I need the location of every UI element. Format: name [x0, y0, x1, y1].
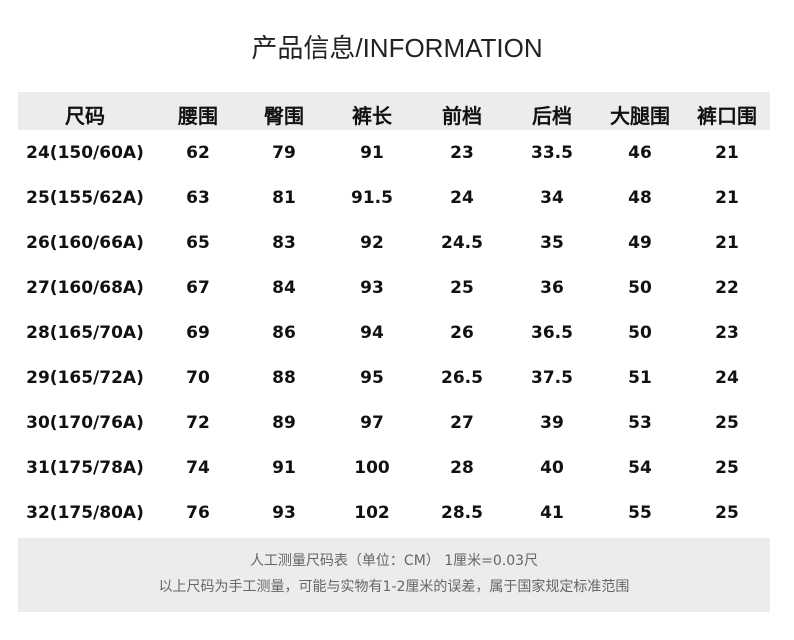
table-cell: 25(155/62A) [26, 188, 144, 208]
column-header: 裤口围 [697, 104, 757, 128]
table-cell: 28 [450, 458, 474, 478]
column-header: 尺码 [65, 104, 105, 128]
table-cell: 84 [272, 278, 296, 298]
table-cell: 62 [186, 143, 210, 163]
table-cell: 93 [272, 503, 296, 523]
table-cell: 65 [186, 233, 210, 253]
table-cell: 81 [272, 188, 296, 208]
table-cell: 95 [360, 368, 384, 388]
table-cell: 28.5 [441, 503, 483, 523]
table-cell: 24 [715, 368, 739, 388]
table-cell: 24.5 [441, 233, 483, 253]
table-cell: 21 [715, 233, 739, 253]
table-cell: 33.5 [531, 143, 573, 163]
table-cell: 25 [715, 503, 739, 523]
table-cell: 46 [628, 143, 652, 163]
table-cell: 91.5 [351, 188, 393, 208]
table-cell: 102 [354, 503, 390, 523]
table-cell: 49 [628, 233, 652, 253]
table-cell: 25 [715, 413, 739, 433]
table-cell: 72 [186, 413, 210, 433]
table-cell: 27(160/68A) [26, 278, 144, 298]
table-cell: 26 [450, 323, 474, 343]
table-cell: 40 [540, 458, 564, 478]
table-cell: 48 [628, 188, 652, 208]
page-title: 产品信息/INFORMATION [251, 33, 543, 63]
table-cell: 24 [450, 188, 474, 208]
table-cell: 91 [272, 458, 296, 478]
table-cell: 30(170/76A) [26, 413, 144, 433]
table-cell: 36.5 [531, 323, 573, 343]
table-cell: 54 [628, 458, 652, 478]
table-cell: 97 [360, 413, 384, 433]
table-header [18, 92, 770, 130]
table-cell: 88 [272, 368, 296, 388]
table-cell: 86 [272, 323, 296, 343]
table-cell: 22 [715, 278, 739, 298]
column-header: 后档 [532, 104, 572, 128]
table-cell: 39 [540, 413, 564, 433]
table-cell: 92 [360, 233, 384, 253]
table-cell: 25 [715, 458, 739, 478]
table-cell: 70 [186, 368, 210, 388]
table-cell: 23 [715, 323, 739, 343]
table-cell: 26.5 [441, 368, 483, 388]
table-cell: 36 [540, 278, 564, 298]
table-cell: 51 [628, 368, 652, 388]
table-cell: 100 [354, 458, 390, 478]
column-header: 裤长 [352, 104, 392, 128]
table-cell: 31(175/78A) [26, 458, 144, 478]
column-header: 腰围 [178, 104, 218, 128]
table-cell: 63 [186, 188, 210, 208]
table-cell: 83 [272, 233, 296, 253]
table-cell: 74 [186, 458, 210, 478]
table-cell: 76 [186, 503, 210, 523]
table-cell: 27 [450, 413, 474, 433]
table-cell: 37.5 [531, 368, 573, 388]
table-cell: 41 [540, 503, 564, 523]
table-cell: 21 [715, 143, 739, 163]
footer-line-1: 人工测量尺码表（单位：CM） 1厘米=0.03尺 [249, 553, 539, 569]
column-header: 大腿围 [610, 104, 670, 128]
table-cell: 24(150/60A) [26, 143, 144, 163]
table-cell: 25 [450, 278, 474, 298]
table-cell: 35 [540, 233, 564, 253]
table-cell: 53 [628, 413, 652, 433]
table-cell: 28(165/70A) [26, 323, 144, 343]
column-header: 臀围 [264, 104, 304, 128]
table-cell: 91 [360, 143, 384, 163]
table-cell: 50 [628, 323, 652, 343]
table-cell: 69 [186, 323, 210, 343]
footer-note: 人工测量尺码表（单位：CM） 1厘米=0.03尺 以上尺码为手工测量，可能与实物… [18, 538, 770, 612]
column-header: 前档 [442, 104, 482, 128]
table-cell: 67 [186, 278, 210, 298]
table-cell: 93 [360, 278, 384, 298]
table-cell: 34 [540, 188, 564, 208]
table-cell: 23 [450, 143, 474, 163]
table-cell: 26(160/66A) [26, 233, 144, 253]
table-cell: 55 [628, 503, 652, 523]
table-cell: 21 [715, 188, 739, 208]
table-cell: 89 [272, 413, 296, 433]
table-cell: 29(165/72A) [26, 368, 144, 388]
table-cell: 79 [272, 143, 296, 163]
table-cell: 94 [360, 323, 384, 343]
table-cell: 50 [628, 278, 652, 298]
footer-line-2: 以上尺码为手工测量，可能与实物有1-2厘米的误差，属于国家规定标准范围 [158, 579, 630, 595]
table-cell: 32(175/80A) [26, 503, 144, 523]
